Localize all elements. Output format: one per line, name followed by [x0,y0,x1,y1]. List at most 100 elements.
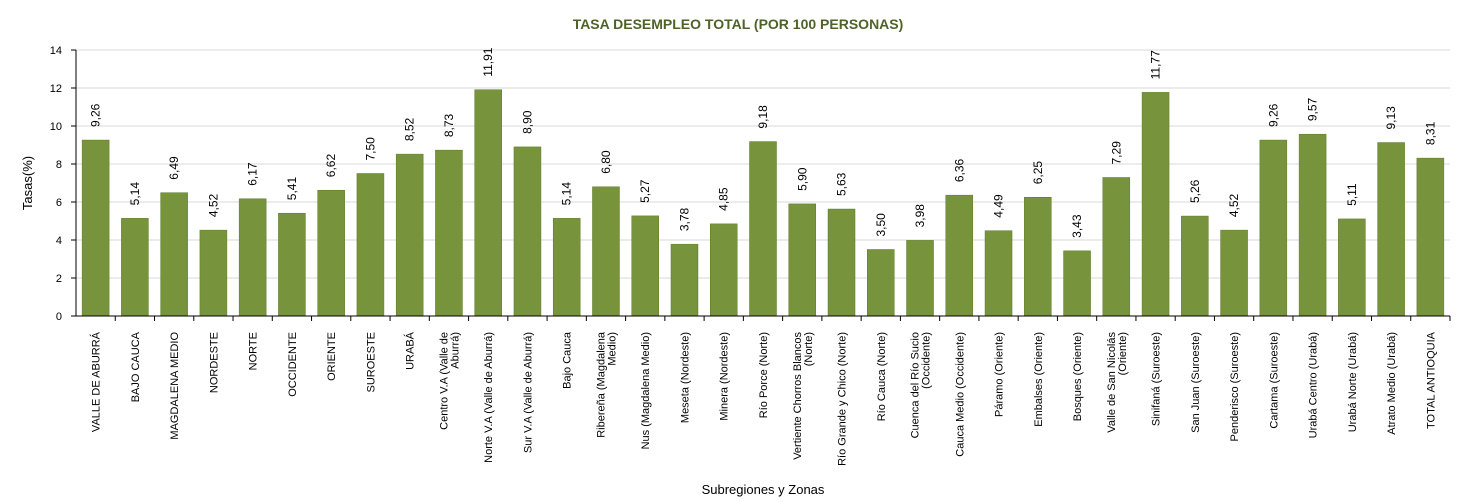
category-label: San Juan (Suroeste) [1190,332,1202,433]
category-label: (Norte) [803,332,815,366]
category-label: Cuenca del Río Sucio [910,332,922,438]
value-label: 9,57 [1306,97,1320,121]
bar [670,243,699,317]
y-tick-label: 14 [50,45,62,57]
category-label: Embalses (Oriente) [1033,332,1045,427]
category-label: OCCIDENTE [287,332,299,397]
bar [317,189,345,317]
bar [1416,157,1445,317]
category-label: (Occidente) [921,332,933,389]
value-label: 8,52 [403,117,417,141]
category-label: Urabá Norte (Urabá) [1347,332,1359,432]
value-label: 8,31 [1423,121,1437,145]
category-label: ORIENTE [326,332,338,381]
y-axis: 0 2 4 6 8 10 12 14 [50,45,77,323]
chart-title: TASA DESEMPLEO TOTAL (POR 100 PERSONAS) [573,16,904,32]
category-label: MAGDALENA MEDIO [169,332,181,440]
y-tick-label: 2 [56,273,62,285]
value-label: 6,62 [324,154,338,178]
bar [1063,250,1091,317]
category-label: Nus (Magdalena Medio) [640,332,652,449]
value-label: 4,52 [1227,193,1241,217]
value-label: 5,90 [795,167,809,191]
bar [788,203,817,317]
bar [827,208,856,317]
category-label: Valle de San Nicolás [1106,332,1118,433]
category-label: Atrato Medio (Urabá) [1386,332,1398,435]
value-label: 6,25 [1031,161,1045,185]
category-label: URABÁ [404,331,417,370]
bars [81,89,1445,317]
bar [552,218,581,317]
bar [395,153,424,317]
value-label: 9,26 [1266,103,1280,127]
category-label: Vertiente Chorros Blancos [792,332,804,460]
value-label: 5,14 [128,182,142,206]
value-label: 9,26 [89,103,103,127]
category-label: Aburrá) [449,332,461,369]
value-label: 11,77 [1149,50,1163,79]
category-label: Centro V.A (Valle de [438,332,450,430]
y-axis-title: Tasas(%) [20,156,35,210]
bar [1259,139,1288,317]
value-label: 5,11 [1345,183,1359,206]
category-label: NORDESTE [208,332,220,393]
value-label: 9,18 [756,105,770,129]
value-label: 7,29 [1109,141,1123,165]
bar [984,230,1013,317]
category-label: Río Porce (Norte) [758,332,770,418]
value-label: 8,90 [520,110,534,134]
category-label: BAJO CAUCA [130,331,142,402]
category-label: Meseta (Nordeste) [679,332,691,423]
bar [474,89,502,317]
bar [592,186,620,317]
bar [160,192,188,317]
value-label: 6,49 [167,156,181,180]
bar [945,194,974,317]
value-label: 4,49 [992,194,1006,218]
bar [1220,229,1248,317]
bar [631,215,659,317]
y-tick-label: 8 [56,159,62,171]
bar [356,173,385,317]
bar [906,240,934,317]
bar [709,223,738,317]
bar [81,139,110,317]
value-label: 5,26 [1188,179,1202,203]
category-label: Páramo (Oriente) [994,332,1006,417]
x-axis-title: Subregiones y Zonas [702,482,825,497]
category-label: Ribereña (Magdalena [595,331,607,438]
category-label: VALLE DE ABURRÁ [90,331,103,432]
bar [278,212,306,317]
value-label: 6,80 [599,150,613,174]
category-label: Río Grande y Chico (Norte) [837,332,849,466]
value-label: 3,78 [677,207,691,231]
bar [238,198,267,317]
value-label: 5,27 [638,179,652,203]
category-label: Sinifaná (Suroeste) [1151,332,1163,426]
bar [435,149,463,317]
bar [1141,92,1170,317]
bar [749,141,777,317]
value-label: 3,98 [913,204,927,228]
category-label: NORTE [248,332,260,370]
value-label: 5,41 [285,177,299,201]
category-label: SUROESTE [365,332,377,393]
bar [199,229,228,317]
value-label: 5,14 [560,182,574,206]
category-label: Río Cauca (Norte) [876,332,888,421]
category-label: Sur V.A (Valle de Aburrá) [522,332,534,453]
bar [1024,197,1052,317]
bar [1298,133,1327,317]
bar [1181,215,1209,317]
value-label: 11,91 [481,47,495,76]
category-label: Minera (Nordeste) [719,332,731,421]
bar [1338,218,1366,317]
bar [867,249,895,317]
value-label: 4,85 [717,187,731,211]
y-tick-label: 6 [56,197,62,209]
category-label: Norte V.A (Valle de Aburrá) [483,332,495,463]
value-label: 9,13 [1384,106,1398,130]
category-label: Medio) [606,332,618,366]
